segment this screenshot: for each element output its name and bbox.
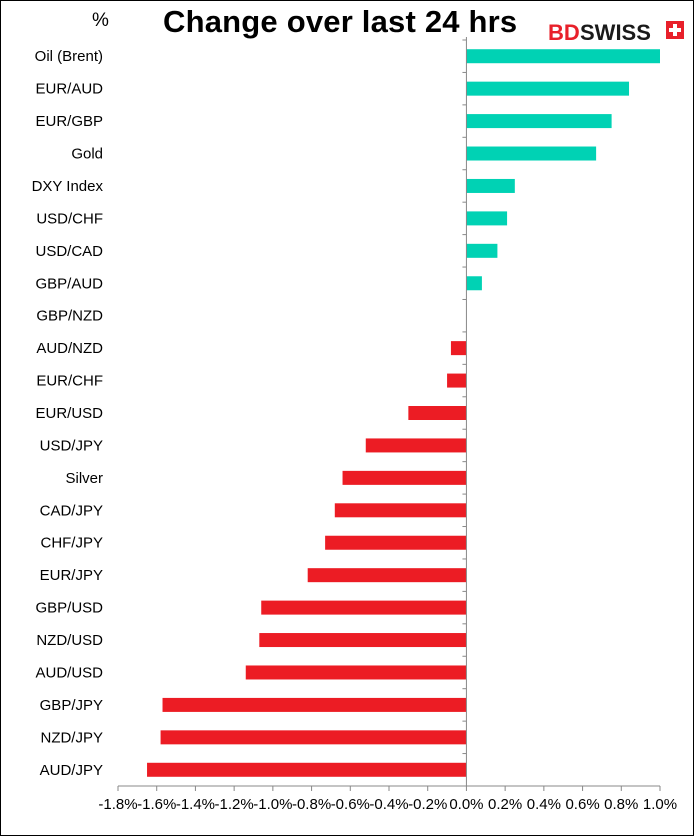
brand-logo-bd: BD xyxy=(548,20,580,45)
category-label: AUD/JPY xyxy=(40,762,103,779)
x-tick-label: 0.0% xyxy=(449,796,483,813)
category-label: NZD/JPY xyxy=(40,729,103,746)
category-label: GBP/USD xyxy=(35,600,103,617)
bar-gold xyxy=(466,146,597,161)
category-label: NZD/USD xyxy=(36,632,103,649)
x-tick-label: -0.6% xyxy=(331,796,370,813)
x-tick-label: -1.6% xyxy=(137,796,176,813)
brand-cross-icon xyxy=(666,21,684,39)
category-label: EUR/CHF xyxy=(36,373,103,390)
category-label: USD/CAD xyxy=(35,243,103,260)
bar-usd-cad xyxy=(466,243,498,258)
category-label: DXY Index xyxy=(32,178,104,195)
x-tick-label: -1.4% xyxy=(176,796,215,813)
category-label: EUR/USD xyxy=(35,405,103,422)
category-label: Silver xyxy=(65,470,103,487)
category-label: USD/CHF xyxy=(36,210,103,227)
category-label: CHF/JPY xyxy=(40,535,103,552)
category-label: Oil (Brent) xyxy=(35,48,103,65)
x-tick-label: -1.8% xyxy=(98,796,137,813)
category-label: CAD/JPY xyxy=(40,502,103,519)
bar-aud-usd xyxy=(245,665,467,680)
category-label: EUR/GBP xyxy=(35,113,103,130)
bar-dxy-index xyxy=(466,178,515,193)
bar-nzd-jpy xyxy=(160,730,467,745)
x-tick-label: -1.0% xyxy=(253,796,292,813)
category-label: GBP/JPY xyxy=(40,697,103,714)
category-label: EUR/JPY xyxy=(40,567,103,584)
bar-cad-jpy xyxy=(334,503,467,518)
bar-gbp-usd xyxy=(261,600,467,615)
category-label: EUR/AUD xyxy=(35,81,103,98)
bar-nzd-usd xyxy=(259,633,467,648)
category-label: GBP/AUD xyxy=(35,275,103,292)
category-label: USD/JPY xyxy=(40,437,103,454)
x-tick-label: 0.6% xyxy=(565,796,599,813)
x-tick-label: 0.2% xyxy=(488,796,522,813)
bar-aud-nzd xyxy=(450,341,467,356)
category-label: AUD/NZD xyxy=(36,340,103,357)
bar-eur-aud xyxy=(466,81,630,96)
bar-usd-chf xyxy=(466,211,508,226)
bar-eur-jpy xyxy=(307,568,467,583)
bar-gbp-jpy xyxy=(162,697,467,712)
x-tick-label: -0.8% xyxy=(292,796,331,813)
brand-logo-swiss: SWISS xyxy=(580,20,651,45)
x-tick-label: -0.4% xyxy=(369,796,408,813)
unit-label: % xyxy=(92,10,109,31)
category-label: Gold xyxy=(71,146,103,163)
bar-chf-jpy xyxy=(325,535,467,550)
x-tick-label: 1.0% xyxy=(643,796,677,813)
bar-silver xyxy=(342,470,467,485)
bar-eur-usd xyxy=(408,406,467,420)
x-tick-label: -0.2% xyxy=(408,796,447,813)
brand-logo: BD SWISS xyxy=(548,20,684,45)
bar-gbp-aud xyxy=(466,276,482,291)
bar-usd-jpy xyxy=(365,438,467,453)
chart-title: Change over last 24 hrs xyxy=(163,4,518,39)
x-tick-label: -1.2% xyxy=(215,796,254,813)
bar-eur-chf xyxy=(447,373,467,388)
bar-eur-gbp xyxy=(466,114,612,129)
x-tick-label: 0.8% xyxy=(604,796,638,813)
bar-oil-brent xyxy=(466,49,660,64)
category-label: AUD/USD xyxy=(35,664,103,681)
x-tick-label: 0.4% xyxy=(527,796,561,813)
category-label: GBP/NZD xyxy=(36,308,103,325)
bar-aud-jpy xyxy=(147,762,467,777)
